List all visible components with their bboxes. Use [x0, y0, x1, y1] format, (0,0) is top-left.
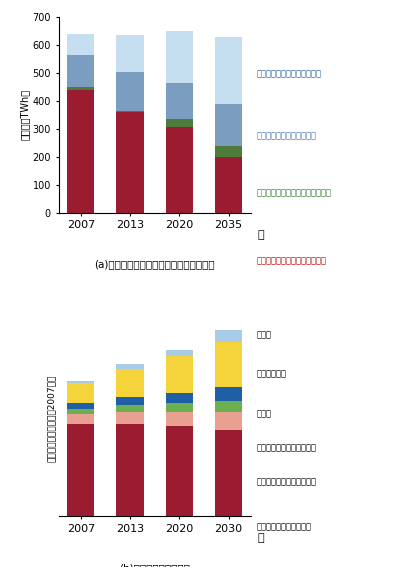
Bar: [215, 156, 242, 213]
Bar: [117, 35, 143, 71]
Text: 年: 年: [258, 533, 264, 543]
Bar: [117, 397, 143, 405]
Bar: [166, 350, 193, 356]
Bar: [166, 393, 193, 403]
Text: ネットワーク: ネットワーク: [257, 370, 287, 379]
Text: 再生可能エネ（ユーティリティ）: 再生可能エネ（ユーティリティ）: [257, 188, 332, 197]
Title: (b)サービス内容の変化: (b)サービス内容の変化: [119, 563, 190, 567]
Bar: [215, 329, 242, 342]
Bar: [166, 128, 193, 213]
Text: 従来型火力（ユーティリティ）: 従来型火力（ユーティリティ）: [257, 256, 327, 265]
Bar: [117, 111, 143, 112]
Text: 従来型火力発電所　柔軟性: 従来型火力発電所 柔軟性: [257, 477, 317, 486]
Text: 年: 年: [258, 230, 264, 240]
Title: (a)電源構成の変化（従来型火力の減少）: (a)電源構成の変化（従来型火力の減少）: [94, 260, 215, 269]
Bar: [67, 87, 94, 90]
Bar: [67, 34, 94, 55]
Bar: [166, 356, 193, 393]
Bar: [215, 401, 242, 412]
Bar: [67, 424, 94, 516]
Bar: [166, 119, 193, 128]
Bar: [215, 430, 242, 516]
Bar: [215, 342, 242, 387]
Bar: [67, 403, 94, 409]
Bar: [117, 369, 143, 397]
Text: 従来型火力（他の事業者）: 従来型火力（他の事業者）: [257, 132, 317, 141]
Bar: [117, 112, 143, 213]
Bar: [67, 90, 94, 213]
Bar: [215, 387, 242, 401]
Text: 小売り: 小売り: [257, 330, 272, 339]
Bar: [166, 83, 193, 119]
Bar: [117, 71, 143, 111]
Bar: [67, 409, 94, 413]
Bar: [117, 365, 143, 369]
Bar: [166, 426, 193, 516]
Text: 取引き: 取引き: [257, 409, 272, 418]
Bar: [166, 412, 193, 426]
Bar: [215, 146, 242, 156]
Bar: [67, 413, 94, 424]
Bar: [166, 403, 193, 412]
Bar: [117, 424, 143, 516]
Text: 再生可能エネ発電所　能力: 再生可能エネ発電所 能力: [257, 443, 317, 452]
Text: 従来型火力発電所　能力: 従来型火力発電所 能力: [257, 523, 312, 532]
Bar: [117, 405, 143, 412]
Bar: [67, 55, 94, 87]
Bar: [166, 31, 193, 83]
Bar: [215, 104, 242, 146]
Bar: [67, 383, 94, 403]
Y-axis label: サービス内容の評価（2007比）: サービス内容の評価（2007比）: [47, 374, 56, 462]
Bar: [215, 37, 242, 104]
Text: 再生可能エネ（他の事業者）: 再生可能エネ（他の事業者）: [257, 69, 322, 78]
Bar: [117, 412, 143, 424]
Bar: [67, 381, 94, 383]
Bar: [215, 412, 242, 430]
Y-axis label: 発電量（TWh）: 発電量（TWh）: [20, 89, 30, 141]
